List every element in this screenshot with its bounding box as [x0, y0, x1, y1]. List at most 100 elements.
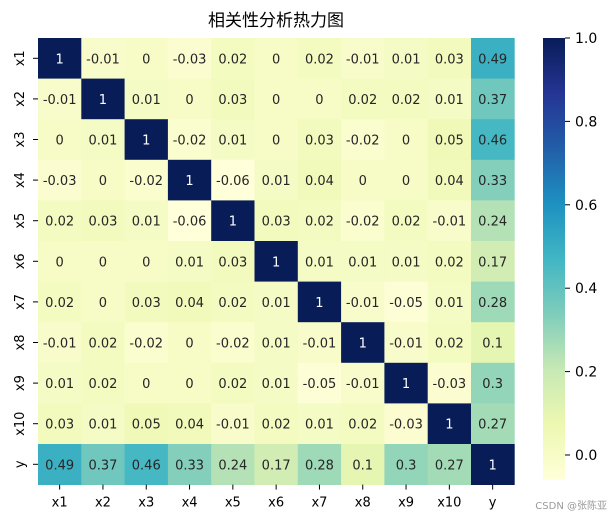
heatmap-cell — [471, 78, 515, 120]
heatmap-cell — [254, 281, 299, 323]
col-label: x4 — [182, 496, 198, 511]
cell-value-label: 0.27 — [478, 418, 507, 433]
cell-value-label: 0.02 — [88, 377, 117, 392]
cell-value-label: -0.02 — [346, 215, 380, 230]
heatmap-cell — [38, 281, 82, 323]
cell-value-label: 1 — [142, 134, 150, 149]
cell-value-label: 0.37 — [478, 93, 507, 108]
heatmap-cell — [471, 38, 515, 79]
heatmap-cell — [124, 322, 169, 364]
heatmap-cell — [297, 38, 342, 79]
cell-value-label: 1 — [489, 458, 497, 473]
heatmap-cell — [81, 362, 125, 404]
heatmap-cell — [341, 38, 385, 79]
colorbar-tick-label: 0.8 — [575, 114, 597, 130]
heatmap-cell — [384, 119, 429, 161]
cell-value-label: 0.01 — [392, 255, 421, 270]
heatmap-cell — [81, 200, 125, 242]
heatmap-cell — [167, 159, 212, 201]
cell-value-label: 0.02 — [435, 255, 464, 270]
cell-value-label: 0.02 — [88, 337, 117, 352]
heatmap-cell — [341, 362, 385, 404]
colorbar-tick-label: 0.0 — [575, 448, 597, 464]
cell-value-label: 0.02 — [262, 418, 291, 433]
cell-value-label: 0.01 — [262, 337, 291, 352]
heatmap-cell — [124, 403, 169, 445]
row-label: x2 — [13, 91, 28, 107]
cell-value-label: 0 — [272, 93, 280, 108]
cell-value-label: 0 — [315, 93, 323, 108]
cell-value-label: 0.03 — [262, 215, 291, 230]
heatmap-cell — [384, 38, 429, 79]
cell-value-label: 0 — [56, 255, 64, 270]
heatmap-cell — [384, 241, 429, 282]
row-label: x10 — [13, 412, 28, 436]
heatmap-cell — [38, 159, 82, 201]
heatmap-cell — [341, 78, 385, 120]
heatmap-cell — [124, 38, 169, 79]
cell-value-label: 0.49 — [45, 458, 74, 473]
cell-value-label: 0 — [99, 255, 107, 270]
cell-value-label: 0.02 — [348, 93, 377, 108]
row-label: x3 — [13, 132, 28, 148]
cell-value-label: 0 — [272, 134, 280, 149]
cell-value-label: 0.01 — [88, 134, 117, 149]
heatmap-cell — [167, 200, 212, 242]
cell-value-label: -0.03 — [433, 377, 467, 392]
cell-value-label: -0.06 — [216, 174, 250, 189]
cell-value-label: -0.02 — [173, 134, 207, 149]
heatmap-cell — [81, 322, 125, 364]
heatmap-cell — [167, 444, 212, 485]
cell-value-label: 0.02 — [218, 377, 247, 392]
cell-value-label: 0.04 — [175, 418, 204, 433]
watermark: CSDN @张陈亚 — [535, 501, 607, 512]
heatmap-cell — [384, 281, 429, 323]
cell-value-label: 0 — [142, 52, 150, 67]
heatmap-cell — [341, 200, 385, 242]
cell-value-label: -0.01 — [433, 215, 467, 230]
cell-value-label: 0.03 — [218, 93, 247, 108]
heatmap-cell — [124, 444, 169, 485]
cell-value-label: 0.37 — [88, 458, 117, 473]
heatmap-cell — [427, 119, 472, 161]
colorbar-gradient — [543, 38, 565, 480]
row-labels: x1 x2 x3 x4 x5 x6 x7 x8 x9 x10 y — [13, 50, 38, 468]
heatmap-cell — [297, 159, 342, 201]
cell-value-label: 0.1 — [352, 458, 373, 473]
cell-value-label: 0 — [359, 174, 367, 189]
heatmap-cell — [167, 38, 212, 79]
heatmap-cell — [38, 38, 82, 79]
heatmap-cell — [254, 241, 299, 282]
row-label: y — [13, 460, 28, 468]
heatmap-cell — [211, 322, 255, 364]
cell-value-label: 0.33 — [478, 174, 507, 189]
col-label: x2 — [95, 496, 111, 511]
cell-value-label: 0.01 — [348, 255, 377, 270]
cell-value-label: 0 — [402, 174, 410, 189]
heatmap-cell — [384, 78, 429, 120]
cell-value-label: -0.01 — [346, 377, 380, 392]
cell-value-label: 0.04 — [435, 174, 464, 189]
heatmap-cell — [471, 200, 515, 242]
cell-value-label: 0 — [402, 134, 410, 149]
heatmap-cell — [297, 444, 342, 485]
col-label: x6 — [268, 496, 284, 511]
heatmap-cell — [427, 281, 472, 323]
cell-value-label: 0.01 — [392, 52, 421, 67]
cell-value-label: 0.03 — [435, 52, 464, 67]
heatmap-cell — [427, 322, 472, 364]
cell-value-label: 0.01 — [132, 215, 161, 230]
heatmap-cell — [38, 444, 82, 485]
cell-value-label: 1 — [445, 418, 453, 433]
heatmap-cell — [254, 200, 299, 242]
heatmap-cell — [254, 38, 299, 79]
row-label: x1 — [13, 50, 28, 66]
heatmap-cell — [38, 362, 82, 404]
cell-value-label: 0.03 — [132, 296, 161, 311]
cell-value-label: 0.49 — [478, 52, 507, 67]
heatmap-cell — [471, 159, 515, 201]
cell-value-label: 0.02 — [305, 52, 334, 67]
heatmap-cell — [81, 78, 125, 120]
heatmap-cell — [38, 78, 82, 120]
heatmap-cell — [211, 119, 255, 161]
